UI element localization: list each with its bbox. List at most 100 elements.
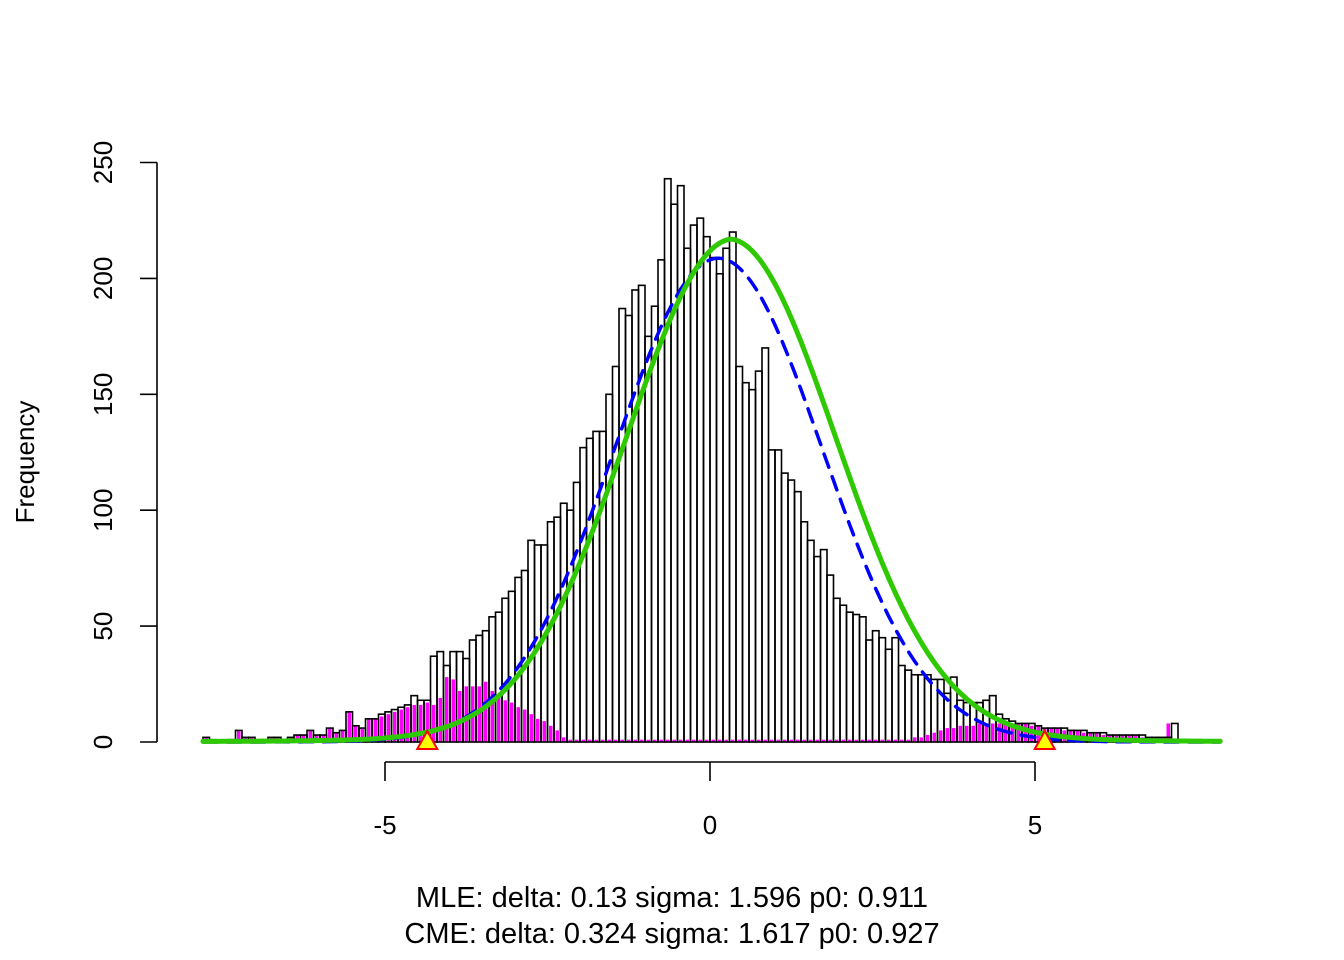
null-bar — [510, 702, 514, 742]
histogram-bar — [566, 509, 575, 743]
null-bar — [646, 739, 650, 742]
y-tick-label: 250 — [88, 141, 118, 184]
null-bar — [399, 709, 403, 742]
null-bar — [919, 737, 923, 742]
null-bar — [536, 718, 540, 742]
null-bar — [848, 739, 852, 742]
null-bar — [484, 681, 488, 742]
threshold-markers-group — [415, 728, 1057, 750]
null-bar — [809, 739, 813, 742]
histogram-bar — [826, 574, 835, 743]
null-bar — [822, 739, 826, 742]
null-bar — [503, 700, 507, 742]
histogram-bar — [806, 539, 815, 743]
null-bar — [796, 739, 800, 742]
histogram-bar — [852, 613, 861, 743]
histogram-bar — [585, 437, 594, 743]
null-bar — [549, 725, 553, 742]
histogram-bars-group — [202, 177, 1179, 743]
histogram-bar — [761, 347, 770, 743]
null-bar — [581, 739, 585, 742]
null-bar — [679, 739, 683, 742]
null-bar — [575, 739, 579, 742]
histogram-bar — [670, 203, 679, 743]
null-bar — [893, 739, 897, 742]
null-bars-group — [204, 677, 1170, 742]
null-bar — [380, 716, 384, 742]
null-bar — [542, 721, 546, 742]
histogram-bar — [579, 446, 588, 743]
histogram-bar — [819, 548, 828, 743]
histogram-bar — [832, 597, 841, 743]
histogram-bar — [813, 555, 822, 743]
null-bar — [562, 737, 566, 742]
null-bar — [932, 732, 936, 742]
null-bar — [692, 739, 696, 742]
null-bar — [490, 691, 494, 742]
histogram-bar — [754, 370, 763, 743]
histogram-bar — [618, 307, 627, 743]
null-bar — [328, 728, 332, 742]
null-bar — [841, 739, 845, 742]
histogram-bar — [865, 639, 874, 743]
x-tick-label: 5 — [1028, 810, 1042, 840]
null-bar — [237, 730, 241, 742]
null-bar — [594, 739, 598, 742]
null-bar — [419, 704, 423, 742]
histogram-bar — [910, 673, 919, 743]
histogram-bar — [917, 673, 926, 743]
null-bar — [334, 732, 338, 742]
null-bar — [685, 739, 689, 742]
null-bar — [958, 725, 962, 742]
null-bar — [939, 730, 943, 742]
histogram-bar — [676, 184, 685, 743]
histogram-bar — [611, 365, 620, 743]
null-bar — [698, 739, 702, 742]
null-bar — [789, 739, 793, 742]
null-bar — [1017, 723, 1021, 742]
y-tick-label: 100 — [88, 489, 118, 532]
density-curves-group — [200, 236, 1223, 744]
y-axis: 0 50 100 150 200 250 — [88, 141, 158, 749]
null-bar — [906, 739, 910, 742]
histogram-bar — [702, 235, 711, 743]
null-bar — [555, 730, 559, 742]
null-bar — [438, 697, 442, 742]
null-bar — [744, 739, 748, 742]
histogram-bar — [735, 365, 744, 743]
null-bar — [523, 709, 527, 742]
mle-density-curve — [201, 256, 1222, 744]
histogram-bar — [767, 449, 776, 743]
null-bar — [432, 704, 436, 742]
histogram-bar — [637, 284, 646, 743]
null-bar — [464, 686, 468, 742]
null-bar — [477, 686, 481, 742]
histogram-bar — [644, 335, 653, 743]
null-bar — [776, 739, 780, 742]
null-bar — [705, 739, 709, 742]
histogram-bar — [709, 256, 718, 743]
null-bar — [945, 728, 949, 742]
null-bar — [627, 739, 631, 742]
histogram-bar — [897, 664, 906, 743]
null-bar — [880, 739, 884, 742]
histogram-bar — [891, 636, 900, 743]
null-bar — [835, 739, 839, 742]
null-bar — [354, 725, 358, 742]
null-bar — [874, 739, 878, 742]
histogram-bar — [553, 516, 562, 743]
null-bar — [971, 725, 975, 742]
histogram-bar — [884, 648, 893, 743]
null-bar — [770, 739, 774, 742]
histogram-bar — [605, 393, 614, 743]
null-bar — [516, 707, 520, 742]
null-bar — [802, 739, 806, 742]
null-bar — [607, 739, 611, 742]
histogram-bar — [696, 217, 705, 743]
histogram-bar — [741, 381, 750, 743]
null-bar — [601, 739, 605, 742]
null-bar — [568, 739, 572, 742]
null-bar — [861, 739, 865, 742]
null-bar — [406, 707, 410, 742]
